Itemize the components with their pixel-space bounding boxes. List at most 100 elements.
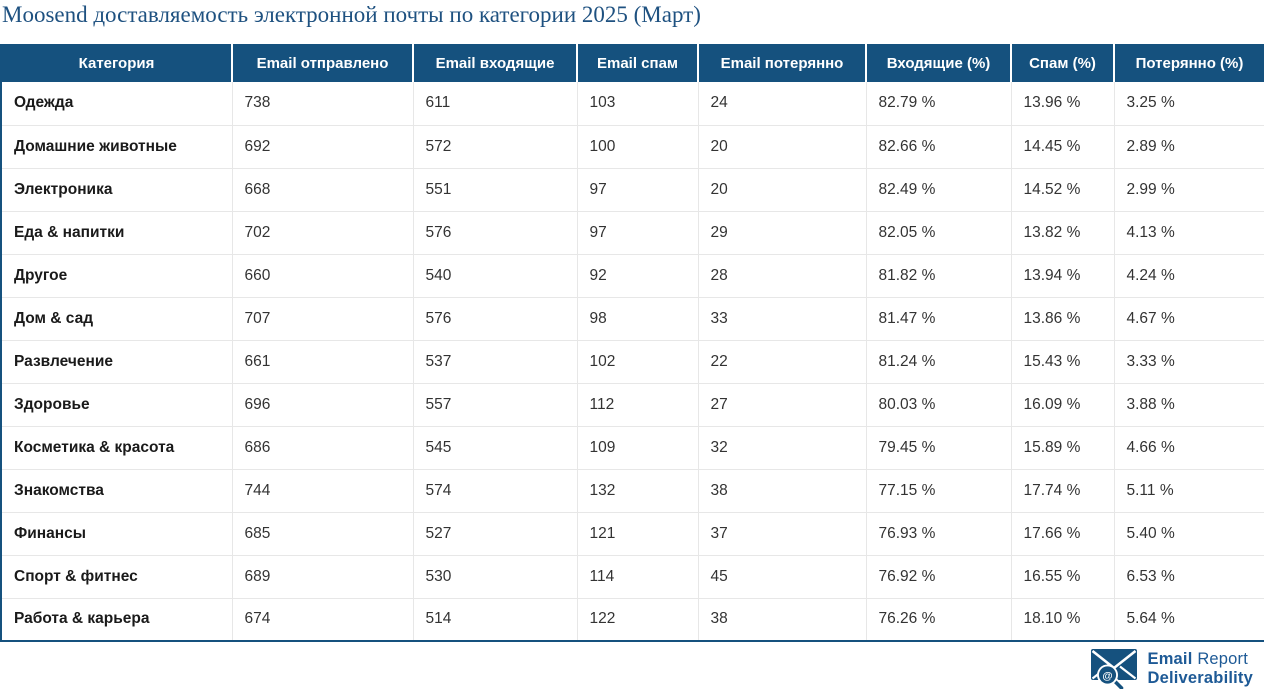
value-cell: 572 — [412, 125, 577, 169]
logo-line-2: Deliverability — [1147, 669, 1253, 687]
value-cell: 121 — [576, 512, 698, 556]
value-cell: 668 — [231, 168, 413, 212]
value-cell: 4.13 % — [1113, 211, 1264, 255]
value-cell: 2.89 % — [1113, 125, 1264, 169]
value-cell: 16.09 % — [1010, 383, 1114, 427]
table-header: Категория Email отправлено Email входящие E… — [1, 44, 1264, 82]
value-cell: 20 — [697, 125, 866, 169]
value-cell: 82.79 % — [865, 82, 1011, 126]
table-row: Развлечение 661 537 102 22 81.24 % 15.43 % 3.33… — [1, 340, 1264, 384]
value-cell: 702 — [231, 211, 413, 255]
value-cell: 80.03 % — [865, 383, 1011, 427]
logo-word-report: Report — [1197, 650, 1249, 668]
value-cell: 100 — [576, 125, 698, 169]
value-cell: 14.45 % — [1010, 125, 1114, 169]
value-cell: 545 — [412, 426, 577, 470]
table-row: Дом & сад 707 576 98 33 81.47 % 13.86 % 4.67 % — [1, 297, 1264, 341]
value-cell: 92 — [576, 254, 698, 298]
value-cell: 112 — [576, 383, 698, 427]
value-cell: 20 — [697, 168, 866, 212]
value-cell: 45 — [697, 555, 866, 599]
category-cell: Другое — [1, 254, 232, 298]
value-cell: 17.66 % — [1010, 512, 1114, 556]
value-cell: 13.86 % — [1010, 297, 1114, 341]
value-cell: 15.43 % — [1010, 340, 1114, 384]
value-cell: 14.52 % — [1010, 168, 1114, 212]
value-cell: 37 — [697, 512, 866, 556]
value-cell: 6.53 % — [1113, 555, 1264, 599]
category-cell: Дом & сад — [1, 297, 232, 341]
category-cell: Финансы — [1, 512, 232, 556]
category-cell: Одежда — [1, 82, 232, 126]
value-cell: 537 — [412, 340, 577, 384]
value-cell: 81.24 % — [865, 340, 1011, 384]
value-cell: 18.10 % — [1010, 598, 1114, 641]
envelope-magnifier-icon: @ — [1091, 649, 1138, 689]
value-cell: 4.67 % — [1113, 297, 1264, 341]
logo-text: Email Report Deliverability — [1147, 650, 1253, 688]
column-header-7: Потерянно (%) — [1113, 44, 1264, 82]
value-cell: 686 — [231, 426, 413, 470]
value-cell: 661 — [231, 340, 413, 384]
logo-line-1: Email Report — [1147, 650, 1253, 669]
value-cell: 13.94 % — [1010, 254, 1114, 298]
value-cell: 574 — [412, 469, 577, 513]
value-cell: 29 — [697, 211, 866, 255]
category-cell: Еда & напитки — [1, 211, 232, 255]
value-cell: 551 — [412, 168, 577, 212]
value-cell: 707 — [231, 297, 413, 341]
column-header-3: Email спам — [576, 44, 698, 82]
value-cell: 81.47 % — [865, 297, 1011, 341]
category-cell: Развлечение — [1, 340, 232, 384]
value-cell: 696 — [231, 383, 413, 427]
value-cell: 38 — [697, 469, 866, 513]
page-title: Moosend доставляемость электронной почты… — [2, 2, 701, 27]
value-cell: 5.40 % — [1113, 512, 1264, 556]
value-cell: 98 — [576, 297, 698, 341]
value-cell: 611 — [412, 82, 577, 126]
value-cell: 81.82 % — [865, 254, 1011, 298]
value-cell: 103 — [576, 82, 698, 126]
value-cell: 13.96 % — [1010, 82, 1114, 126]
value-cell: 530 — [412, 555, 577, 599]
value-cell: 27 — [697, 383, 866, 427]
column-header-2: Email входящие — [412, 44, 577, 82]
value-cell: 24 — [697, 82, 866, 126]
table-body: Одежда 738 611 103 24 82.79 % 13.96 % 3.25 % Дом… — [1, 82, 1264, 641]
value-cell: 660 — [231, 254, 413, 298]
value-cell: 514 — [412, 598, 577, 641]
value-cell: 13.82 % — [1010, 211, 1114, 255]
value-cell: 17.74 % — [1010, 469, 1114, 513]
deliverability-table: Категория Email отправлено Email входящие E… — [0, 44, 1264, 642]
value-cell: 3.33 % — [1113, 340, 1264, 384]
value-cell: 97 — [576, 211, 698, 255]
email-report-deliverability-logo: @ Email Report Deliverability — [1091, 649, 1253, 689]
value-cell: 3.25 % — [1113, 82, 1264, 126]
value-cell: 132 — [576, 469, 698, 513]
deliverability-table-container: Категория Email отправлено Email входящие E… — [0, 44, 1264, 642]
value-cell: 16.55 % — [1010, 555, 1114, 599]
table-header-row: Категория Email отправлено Email входящие E… — [1, 44, 1264, 82]
table-row: Спорт & фитнес 689 530 114 45 76.92 % 16.55 % 6… — [1, 555, 1264, 599]
column-header-6: Спам (%) — [1010, 44, 1114, 82]
value-cell: 28 — [697, 254, 866, 298]
table-row: Косметика & красота 686 545 109 32 79.45 % 15.… — [1, 426, 1264, 470]
value-cell: 76.26 % — [865, 598, 1011, 641]
value-cell: 3.88 % — [1113, 383, 1264, 427]
value-cell: 82.66 % — [865, 125, 1011, 169]
at-symbol: @ — [1103, 670, 1113, 682]
value-cell: 557 — [412, 383, 577, 427]
table-row: Работа & карьера 674 514 122 38 76.26 % 18.10 … — [1, 598, 1264, 641]
value-cell: 79.45 % — [865, 426, 1011, 470]
category-cell: Знакомства — [1, 469, 232, 513]
value-cell: 576 — [412, 297, 577, 341]
value-cell: 685 — [231, 512, 413, 556]
column-header-4: Email потерянно — [697, 44, 866, 82]
value-cell: 76.92 % — [865, 555, 1011, 599]
category-cell: Работа & карьера — [1, 598, 232, 641]
table-row: Одежда 738 611 103 24 82.79 % 13.96 % 3.25 % — [1, 82, 1264, 126]
table-row: Другое 660 540 92 28 81.82 % 13.94 % 4.24 % — [1, 254, 1264, 298]
table-row: Здоровье 696 557 112 27 80.03 % 16.09 % 3.88 % — [1, 383, 1264, 427]
column-header-1: Email отправлено — [231, 44, 413, 82]
value-cell: 692 — [231, 125, 413, 169]
